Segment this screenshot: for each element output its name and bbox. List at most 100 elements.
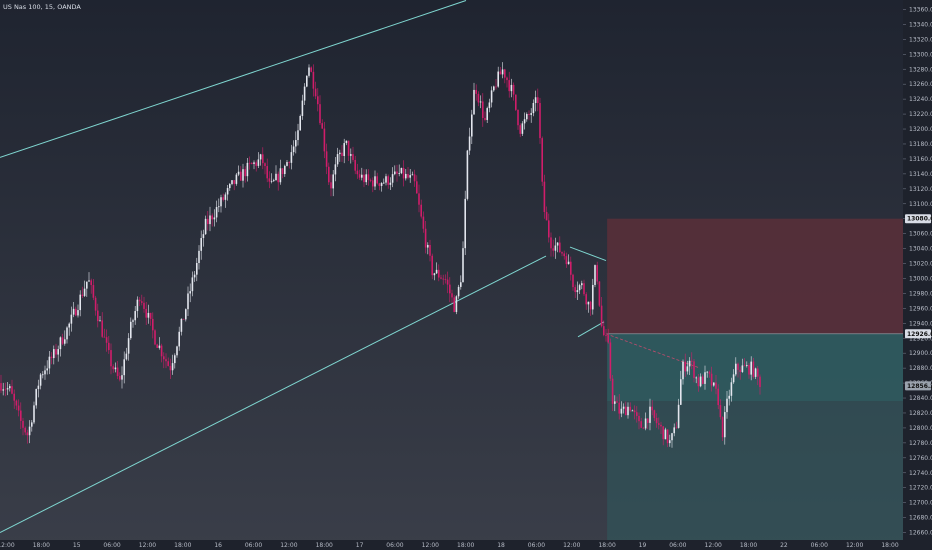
candle[interactable]: [741, 358, 744, 373]
candle[interactable]: [589, 300, 592, 316]
candle[interactable]: [149, 312, 152, 326]
stop-loss-price-tag[interactable]: 13080.0: [905, 214, 932, 224]
candle[interactable]: [138, 296, 141, 307]
candle[interactable]: [418, 184, 420, 213]
candle[interactable]: [185, 308, 187, 322]
candle[interactable]: [259, 153, 262, 166]
candle[interactable]: [493, 85, 495, 92]
candle[interactable]: [636, 406, 638, 423]
price-axis-panel[interactable]: [903, 0, 932, 550]
candle[interactable]: [66, 326, 68, 344]
candle[interactable]: [68, 322, 70, 336]
wedge-lower-line[interactable]: [577, 321, 605, 338]
candle[interactable]: [486, 106, 488, 124]
candle[interactable]: [160, 343, 163, 363]
candle[interactable]: [174, 353, 176, 369]
candle[interactable]: [50, 352, 53, 365]
candle[interactable]: [521, 121, 524, 137]
entry-price-tag[interactable]: 12926.0: [905, 329, 932, 339]
candle[interactable]: [218, 198, 220, 213]
candle[interactable]: [482, 93, 484, 127]
candle[interactable]: [180, 318, 183, 336]
candle[interactable]: [578, 283, 581, 294]
candle[interactable]: [719, 399, 722, 420]
candle[interactable]: [83, 280, 86, 298]
candle[interactable]: [583, 279, 585, 296]
candle[interactable]: [321, 119, 323, 129]
candle[interactable]: [407, 166, 409, 180]
current-price-tag[interactable]: 12856.2: [905, 381, 932, 391]
candle[interactable]: [171, 354, 174, 375]
candle[interactable]: [526, 112, 528, 122]
candle[interactable]: [468, 127, 471, 155]
candle[interactable]: [642, 426, 645, 429]
candle[interactable]: [435, 262, 438, 275]
candle[interactable]: [567, 254, 570, 265]
wedge-upper-line[interactable]: [569, 246, 607, 262]
candle[interactable]: [702, 374, 704, 385]
candle[interactable]: [385, 173, 387, 186]
candle[interactable]: [112, 364, 114, 373]
candle[interactable]: [158, 337, 161, 350]
candle[interactable]: [499, 66, 502, 75]
candle[interactable]: [510, 78, 513, 98]
candle[interactable]: [31, 419, 33, 432]
candle[interactable]: [405, 169, 407, 181]
candle[interactable]: [15, 399, 18, 411]
candle[interactable]: [319, 95, 321, 125]
candle[interactable]: [671, 432, 673, 448]
candle[interactable]: [253, 160, 255, 170]
candle[interactable]: [655, 413, 658, 428]
candle[interactable]: [37, 379, 40, 398]
candle[interactable]: [512, 82, 515, 101]
candle[interactable]: [312, 64, 315, 97]
candle[interactable]: [207, 210, 209, 231]
candle[interactable]: [746, 361, 748, 368]
candle[interactable]: [490, 86, 493, 108]
candle[interactable]: [627, 402, 629, 419]
candle[interactable]: [277, 171, 279, 191]
candle[interactable]: [581, 280, 583, 290]
candle[interactable]: [196, 257, 198, 282]
candle[interactable]: [462, 241, 464, 283]
candle[interactable]: [24, 426, 26, 436]
candle[interactable]: [42, 371, 44, 379]
candle[interactable]: [724, 406, 726, 445]
candle[interactable]: [550, 232, 552, 257]
candle[interactable]: [455, 295, 458, 315]
candle[interactable]: [198, 245, 200, 270]
candle[interactable]: [356, 163, 359, 179]
candle[interactable]: [286, 160, 288, 167]
candle[interactable]: [325, 143, 328, 175]
candle[interactable]: [57, 345, 59, 362]
candle[interactable]: [99, 315, 101, 322]
candle[interactable]: [534, 90, 537, 112]
candle[interactable]: [108, 335, 110, 354]
candle[interactable]: [517, 109, 519, 130]
candle[interactable]: [649, 398, 651, 431]
candle[interactable]: [515, 94, 517, 111]
take-profit-zone[interactable]: [607, 333, 903, 402]
candle[interactable]: [169, 358, 172, 380]
candle[interactable]: [563, 250, 565, 260]
candle[interactable]: [187, 286, 189, 317]
candle[interactable]: [163, 352, 165, 369]
candle[interactable]: [191, 271, 194, 297]
candle[interactable]: [97, 303, 99, 328]
candle[interactable]: [429, 239, 431, 262]
candle[interactable]: [334, 157, 337, 182]
candle[interactable]: [565, 252, 568, 268]
candle[interactable]: [328, 162, 330, 185]
candle[interactable]: [237, 165, 240, 177]
candle[interactable]: [292, 140, 295, 156]
candle[interactable]: [471, 109, 473, 145]
candle[interactable]: [178, 326, 180, 351]
candle[interactable]: [270, 173, 273, 184]
candle[interactable]: [202, 229, 205, 247]
candle[interactable]: [427, 242, 429, 255]
candle[interactable]: [759, 374, 761, 395]
candle[interactable]: [611, 375, 614, 411]
candle[interactable]: [332, 169, 334, 197]
candle[interactable]: [244, 166, 246, 183]
